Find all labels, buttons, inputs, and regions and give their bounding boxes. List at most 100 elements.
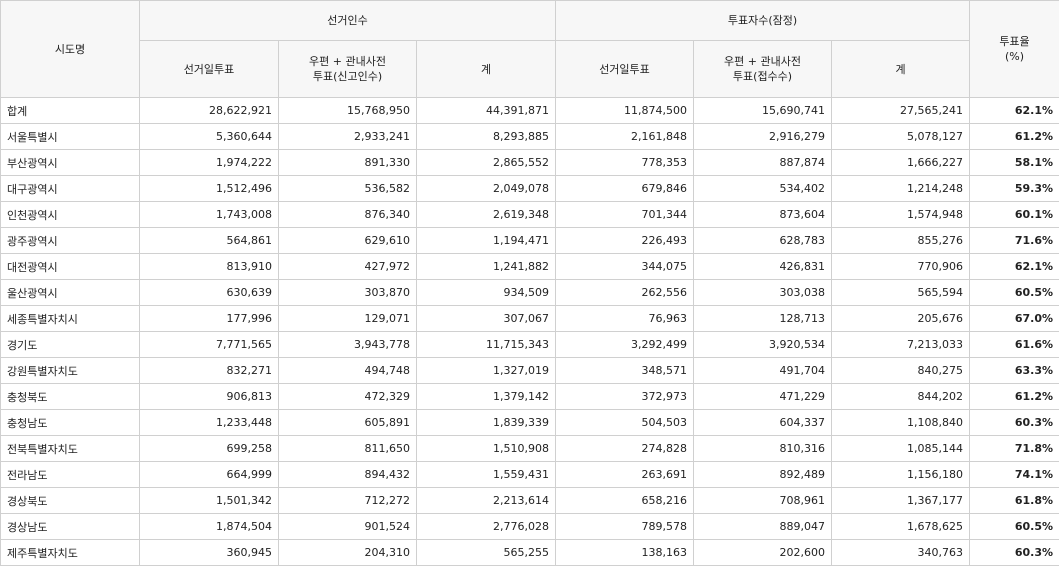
table-header: 시도명 선거인수 투표자수(잠정) 투표율 (%) 선거일투표 우편 + 관내사전…: [0, 0, 1059, 98]
table-cell: 71.8%: [969, 435, 1059, 462]
table-cell: 5,078,127: [831, 123, 970, 150]
table-cell: 303,870: [278, 279, 417, 306]
table-cell: 8,293,885: [416, 123, 556, 150]
table-cell: 전북특별자치도: [0, 435, 140, 462]
table-cell: 138,163: [555, 539, 694, 566]
table-cell: 1,156,180: [831, 461, 970, 488]
table-cell: 충청남도: [0, 409, 140, 436]
table-cell: 813,910: [139, 253, 279, 280]
table-cell: 1,367,177: [831, 487, 970, 514]
table-cell: 628,783: [693, 227, 832, 254]
table-cell: 2,776,028: [416, 513, 556, 540]
table-cell: 1,327,019: [416, 357, 556, 384]
table-cell: 2,161,848: [555, 123, 694, 150]
table-cell: 344,075: [555, 253, 694, 280]
table-row: 울산광역시 630,639 303,870 934,509 262,556 303,038…: [0, 279, 1059, 306]
table-cell: 128,713: [693, 305, 832, 332]
table-cell: 60.5%: [969, 279, 1059, 306]
table-cell: 1,666,227: [831, 149, 970, 176]
table-cell: 합계: [0, 97, 140, 124]
header-text: 선거일투표: [183, 62, 235, 76]
table-cell: 27,565,241: [831, 97, 970, 124]
header-text: 우편 + 관내사전: [724, 55, 801, 68]
table-body: 합계 28,622,921 15,768,950 44,391,871 11,874,5…: [0, 97, 1059, 566]
table-cell: 699,258: [139, 435, 279, 462]
table-cell: 504,503: [555, 409, 694, 436]
header-cell: 시도명: [0, 0, 140, 98]
table-cell: 71.6%: [969, 227, 1059, 254]
table-cell: 679,846: [555, 175, 694, 202]
table-cell: 1,510,908: [416, 435, 556, 462]
header-text: 계: [895, 62, 906, 76]
table-cell: 701,344: [555, 201, 694, 228]
header-row: 시도명 선거인수 투표자수(잠정) 투표율 (%): [0, 0, 1059, 98]
table-cell: 대구광역시: [0, 175, 140, 202]
table-cell: 74.1%: [969, 461, 1059, 488]
header-text: 투표율: [999, 35, 1030, 48]
table-cell: 61.2%: [969, 123, 1059, 150]
table-cell: 708,961: [693, 487, 832, 514]
table-cell: 28,622,921: [139, 97, 279, 124]
table-cell: 1,233,448: [139, 409, 279, 436]
table-cell: 11,715,343: [416, 331, 556, 358]
table-cell: 63.3%: [969, 357, 1059, 384]
table-cell: 1,512,496: [139, 175, 279, 202]
table-row: 대전광역시 813,910 427,972 1,241,882 344,075 426,8…: [0, 253, 1059, 280]
table-cell: 7,771,565: [139, 331, 279, 358]
table-cell: 1,678,625: [831, 513, 970, 540]
header-text: 투표(신고인수): [312, 70, 383, 83]
table-cell: 1,194,471: [416, 227, 556, 254]
table-cell: 840,275: [831, 357, 970, 384]
table-cell: 934,509: [416, 279, 556, 306]
table-cell: 3,292,499: [555, 331, 694, 358]
table-cell: 471,229: [693, 383, 832, 410]
header-cell: 선거일투표: [555, 40, 694, 98]
table-cell: 울산광역시: [0, 279, 140, 306]
header-cell: 계: [416, 40, 556, 98]
header-text: 투표(접수수): [732, 70, 793, 83]
table-cell: 906,813: [139, 383, 279, 410]
table-cell: 59.3%: [969, 175, 1059, 202]
header-cell: 선거인수: [139, 0, 556, 41]
table-cell: 1,085,144: [831, 435, 970, 462]
table-cell: 세종특별자치시: [0, 305, 140, 332]
table-cell: 472,329: [278, 383, 417, 410]
table-row: 충청남도 1,233,448 605,891 1,839,339 504,503 604,…: [0, 409, 1059, 436]
table-cell: 348,571: [555, 357, 694, 384]
table-cell: 60.5%: [969, 513, 1059, 540]
table-cell: 887,874: [693, 149, 832, 176]
table-row: 합계 28,622,921 15,768,950 44,391,871 11,874,5…: [0, 97, 1059, 124]
table-cell: 1,839,339: [416, 409, 556, 436]
table-cell: 372,973: [555, 383, 694, 410]
table-cell: 360,945: [139, 539, 279, 566]
table-cell: 76,963: [555, 305, 694, 332]
table-cell: 876,340: [278, 201, 417, 228]
table-cell: 536,582: [278, 175, 417, 202]
table-cell: 1,559,431: [416, 461, 556, 488]
table-row: 세종특별자치시 177,996 129,071 307,067 76,963 128,71…: [0, 305, 1059, 332]
table-cell: 경상남도: [0, 513, 140, 540]
table-cell: 712,272: [278, 487, 417, 514]
table-cell: 832,271: [139, 357, 279, 384]
table-cell: 3,943,778: [278, 331, 417, 358]
table-cell: 274,828: [555, 435, 694, 462]
table-cell: 202,600: [693, 539, 832, 566]
header-text: 계: [480, 62, 492, 76]
header-text: 선거일투표: [599, 62, 650, 76]
table-cell: 844,202: [831, 383, 970, 410]
table-cell: 901,524: [278, 513, 417, 540]
table-row: 충청북도 906,813 472,329 1,379,142 372,973 471,22…: [0, 383, 1059, 410]
header-text: (%): [1004, 50, 1025, 63]
table-cell: 204,310: [278, 539, 417, 566]
table-row: 인천광역시 1,743,008 876,340 2,619,348 701,344 873…: [0, 201, 1059, 228]
table-cell: 778,353: [555, 149, 694, 176]
table-cell: 강원특별자치도: [0, 357, 140, 384]
table-cell: 129,071: [278, 305, 417, 332]
header-cell: 계: [831, 40, 970, 98]
table-cell: 855,276: [831, 227, 970, 254]
table-cell: 658,216: [555, 487, 694, 514]
header-cell: 선거일투표: [139, 40, 279, 98]
table-cell: 광주광역시: [0, 227, 140, 254]
table-cell: 303,038: [693, 279, 832, 306]
